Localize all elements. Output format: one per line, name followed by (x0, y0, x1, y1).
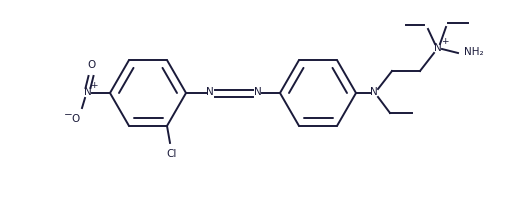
Text: N: N (370, 87, 378, 97)
Text: −: − (64, 110, 72, 120)
Text: N: N (206, 87, 214, 97)
Text: N: N (434, 43, 442, 53)
Text: NH₂: NH₂ (464, 47, 484, 57)
Text: +: + (441, 37, 449, 46)
Text: O: O (72, 114, 80, 124)
Text: +: + (90, 81, 98, 90)
Text: N: N (84, 87, 92, 97)
Text: Cl: Cl (167, 149, 177, 159)
Text: N: N (254, 87, 262, 97)
Text: O: O (88, 60, 96, 70)
